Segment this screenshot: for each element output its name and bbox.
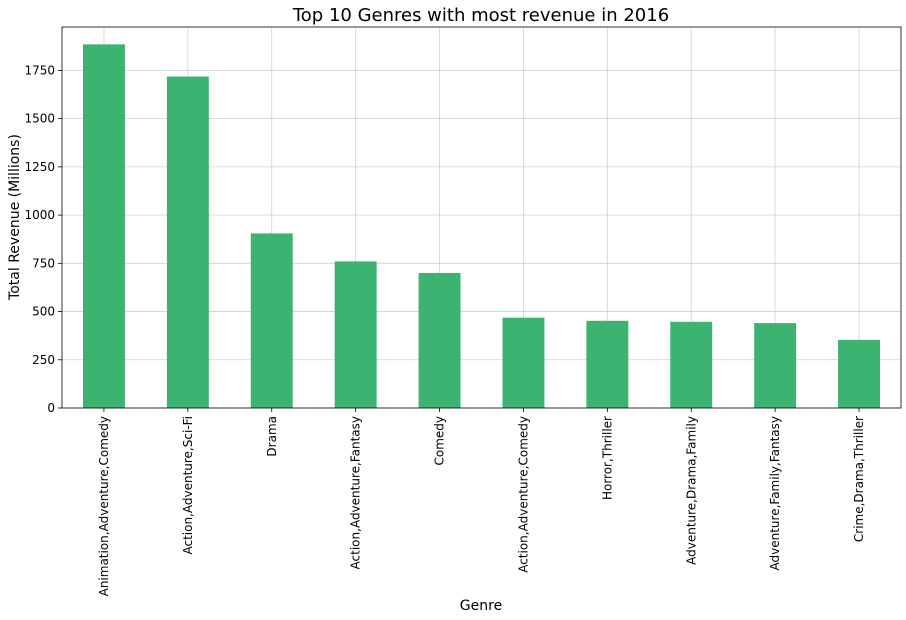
bars xyxy=(82,44,881,409)
x-tick-label: Adventure,Drama,Family xyxy=(684,416,698,565)
chart-title: Top 10 Genres with most revenue in 2016 xyxy=(292,5,669,26)
y-tick-label: 500 xyxy=(32,305,55,319)
x-tick-label: Crime,Drama,Thriller xyxy=(852,416,866,542)
x-tick-label: Action,Adventure,Comedy xyxy=(516,416,530,573)
bar xyxy=(670,321,713,408)
y-axis-label: Total Revenue (Millions) xyxy=(7,134,23,301)
bar xyxy=(334,261,377,408)
plot-frame xyxy=(61,26,902,409)
y-ticks: 0 250 500 750 1000 1250 1500 1750 xyxy=(24,63,62,415)
bar xyxy=(250,233,293,408)
x-tick-label: Comedy xyxy=(433,416,447,466)
x-tick-label: Drama xyxy=(265,416,279,457)
x-ticks: Animation,Adventure,Comedy Action,Adventu… xyxy=(97,408,866,596)
y-tick-label: 0 xyxy=(47,401,55,415)
y-tick-label: 1750 xyxy=(24,63,55,77)
x-tick-label: Action,Adventure,Sci-Fi xyxy=(181,416,195,555)
bar xyxy=(754,323,797,408)
bar xyxy=(838,339,881,408)
x-axis-label: Genre xyxy=(460,598,502,614)
y-tick-label: 1500 xyxy=(24,112,55,126)
x-grid xyxy=(103,27,860,408)
bar xyxy=(82,44,125,408)
x-tick-label: Horror,Thriller xyxy=(600,416,614,500)
y-tick-label: 1250 xyxy=(24,160,55,174)
y-tick-label: 750 xyxy=(32,256,55,270)
y-tick-label: 1000 xyxy=(24,208,55,222)
y-tick-label: 250 xyxy=(32,353,55,367)
x-tick-label: Animation,Adventure,Comedy xyxy=(97,416,111,596)
bar xyxy=(502,317,545,408)
bar xyxy=(418,272,461,408)
bar xyxy=(166,76,209,409)
bar xyxy=(586,320,629,408)
x-tick-label: Action,Adventure,Fantasy xyxy=(349,416,363,569)
x-tick-label: Adventure,Family,Fantasy xyxy=(768,416,782,570)
